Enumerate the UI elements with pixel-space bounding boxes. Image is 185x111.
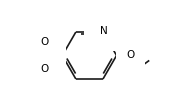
Text: O: O: [40, 64, 48, 74]
Text: N: N: [100, 26, 107, 36]
Text: O: O: [127, 51, 135, 60]
Text: O: O: [40, 37, 48, 47]
Text: S: S: [43, 49, 51, 62]
